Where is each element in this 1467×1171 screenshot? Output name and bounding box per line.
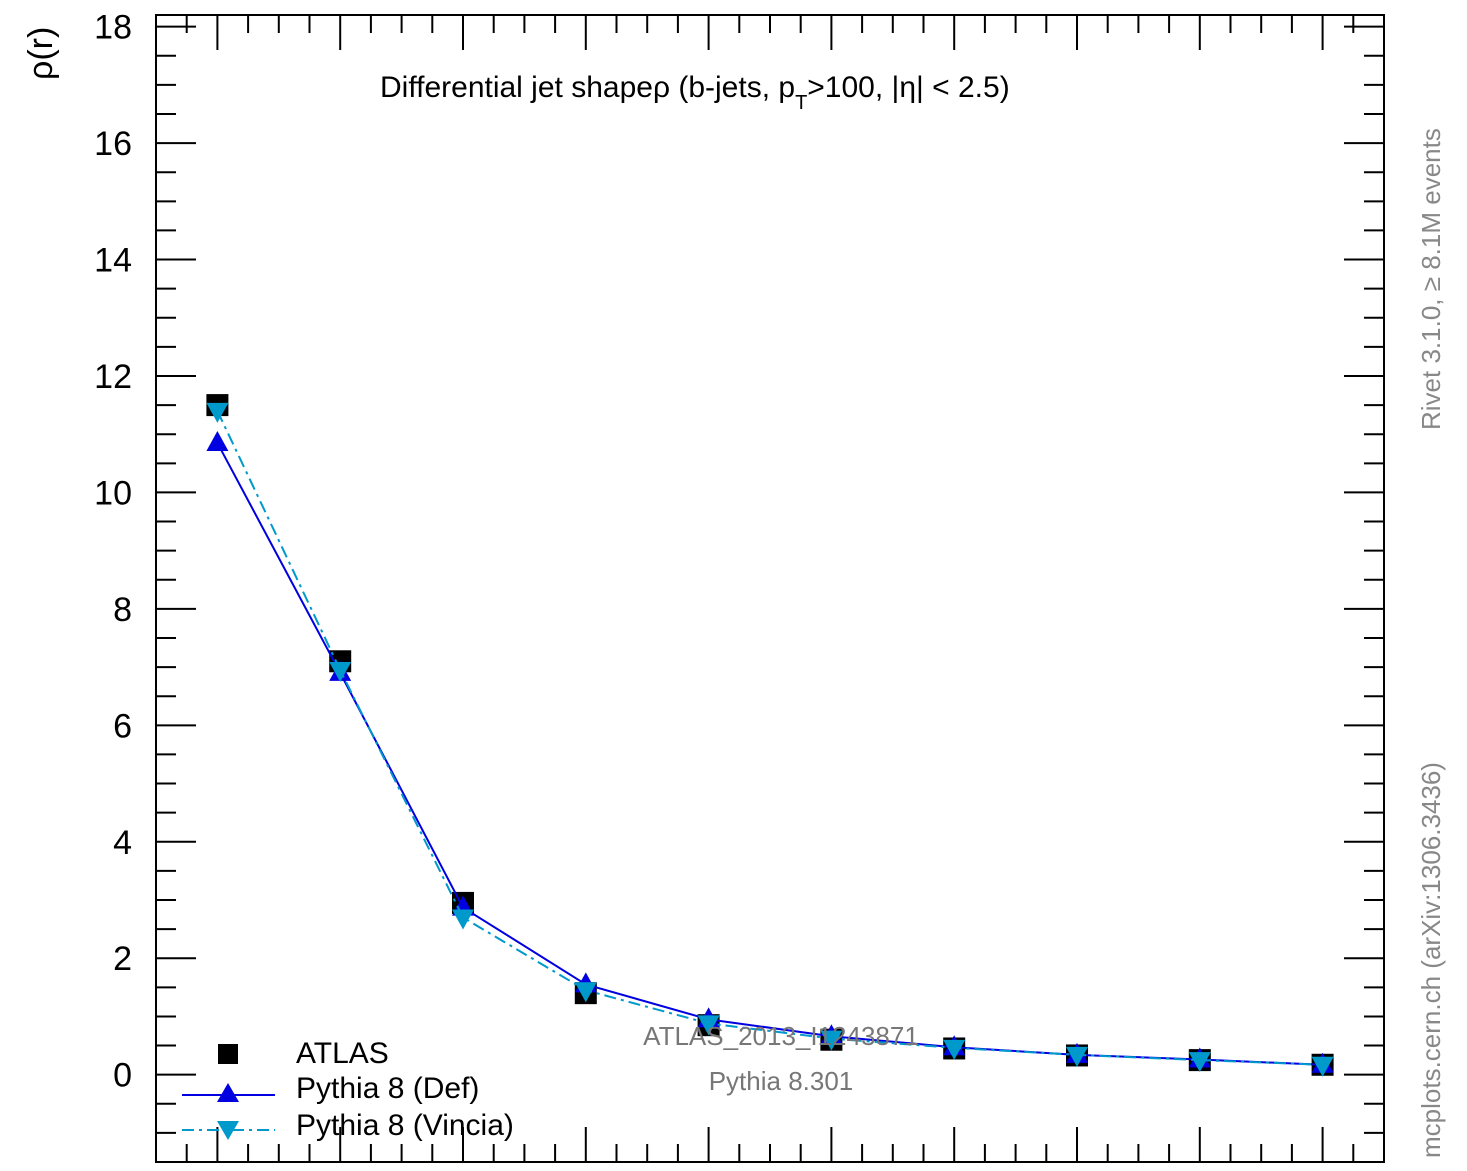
legend: ATLAS Pythia 8 (Def) Pythia 8 (Vincia) — [182, 1037, 514, 1142]
y-tick-label: 8 — [113, 591, 132, 629]
chart-title-subscript: T — [795, 92, 807, 114]
chart-title-tail: >100, |η| < 2.5) — [807, 71, 1009, 104]
data-series — [206, 394, 1334, 1077]
series-1 — [206, 394, 1334, 1076]
data-point-triangle-down — [1311, 1056, 1334, 1077]
y-tick-label: 6 — [113, 707, 132, 745]
y-tick-label: 0 — [113, 1057, 132, 1095]
data-point-triangle-down — [697, 1015, 720, 1036]
y-axis-ticks — [156, 25, 1384, 1163]
legend-vincia-label: Pythia 8 (Vincia) — [296, 1109, 514, 1142]
rivet-version-label: Rivet 3.1.0, ≥ 8.1M events — [1416, 128, 1446, 430]
legend-vincia-marker — [217, 1121, 239, 1140]
data-point-triangle-down — [206, 402, 229, 423]
y-tick-label: 16 — [94, 125, 132, 163]
series-line — [216, 410, 1323, 1066]
legend-atlas-label: ATLAS — [296, 1037, 389, 1070]
plot-frame — [155, 14, 1385, 1163]
chart-title: Differential jet shapeρ (b-jets, pT>100,… — [380, 71, 1010, 114]
data-point-triangle-down — [1066, 1046, 1088, 1067]
data-point-triangle-up — [206, 430, 229, 451]
series-2 — [206, 430, 1334, 1073]
legend-def-marker — [217, 1083, 239, 1102]
generator-annotation: Pythia 8.301 — [709, 1066, 854, 1096]
data-point-triangle-down — [820, 1030, 843, 1051]
y-axis-tick-labels: 0 2 4 6 8 10 12 14 16 18 — [94, 9, 132, 1095]
y-tick-label: 4 — [113, 824, 132, 862]
data-point-triangle-down — [943, 1039, 966, 1060]
y-tick-label: 10 — [94, 474, 132, 512]
svg-text:Differential jet shapeρ (b-jet: Differential jet shapeρ (b-jets, pT>100,… — [380, 71, 1010, 114]
mcplots-reference-label: mcplots.cern.ch (arXiv:1306.3436) — [1416, 762, 1446, 1158]
analysis-annotation: ATLAS_2013_I1243871 — [643, 1021, 919, 1051]
data-point-triangle-down — [574, 982, 597, 1003]
y-tick-label: 18 — [94, 9, 132, 47]
x-axis-ticks — [155, 15, 1385, 1162]
y-tick-label: 12 — [94, 358, 132, 396]
chart-title-main: Differential jet shapeρ (b-jets, p — [380, 71, 795, 104]
data-point-triangle-down — [329, 662, 352, 683]
y-axis-label: ρ(r) — [22, 27, 60, 80]
series-line — [216, 442, 1323, 1066]
series-3 — [206, 402, 1334, 1077]
data-point-triangle-down — [1188, 1052, 1211, 1073]
y-tick-label: 14 — [94, 242, 132, 280]
legend-def-label: Pythia 8 (Def) — [296, 1072, 479, 1105]
legend-atlas-marker — [218, 1044, 238, 1064]
y-tick-label: 2 — [113, 940, 132, 978]
data-point-triangle-down — [452, 909, 474, 930]
